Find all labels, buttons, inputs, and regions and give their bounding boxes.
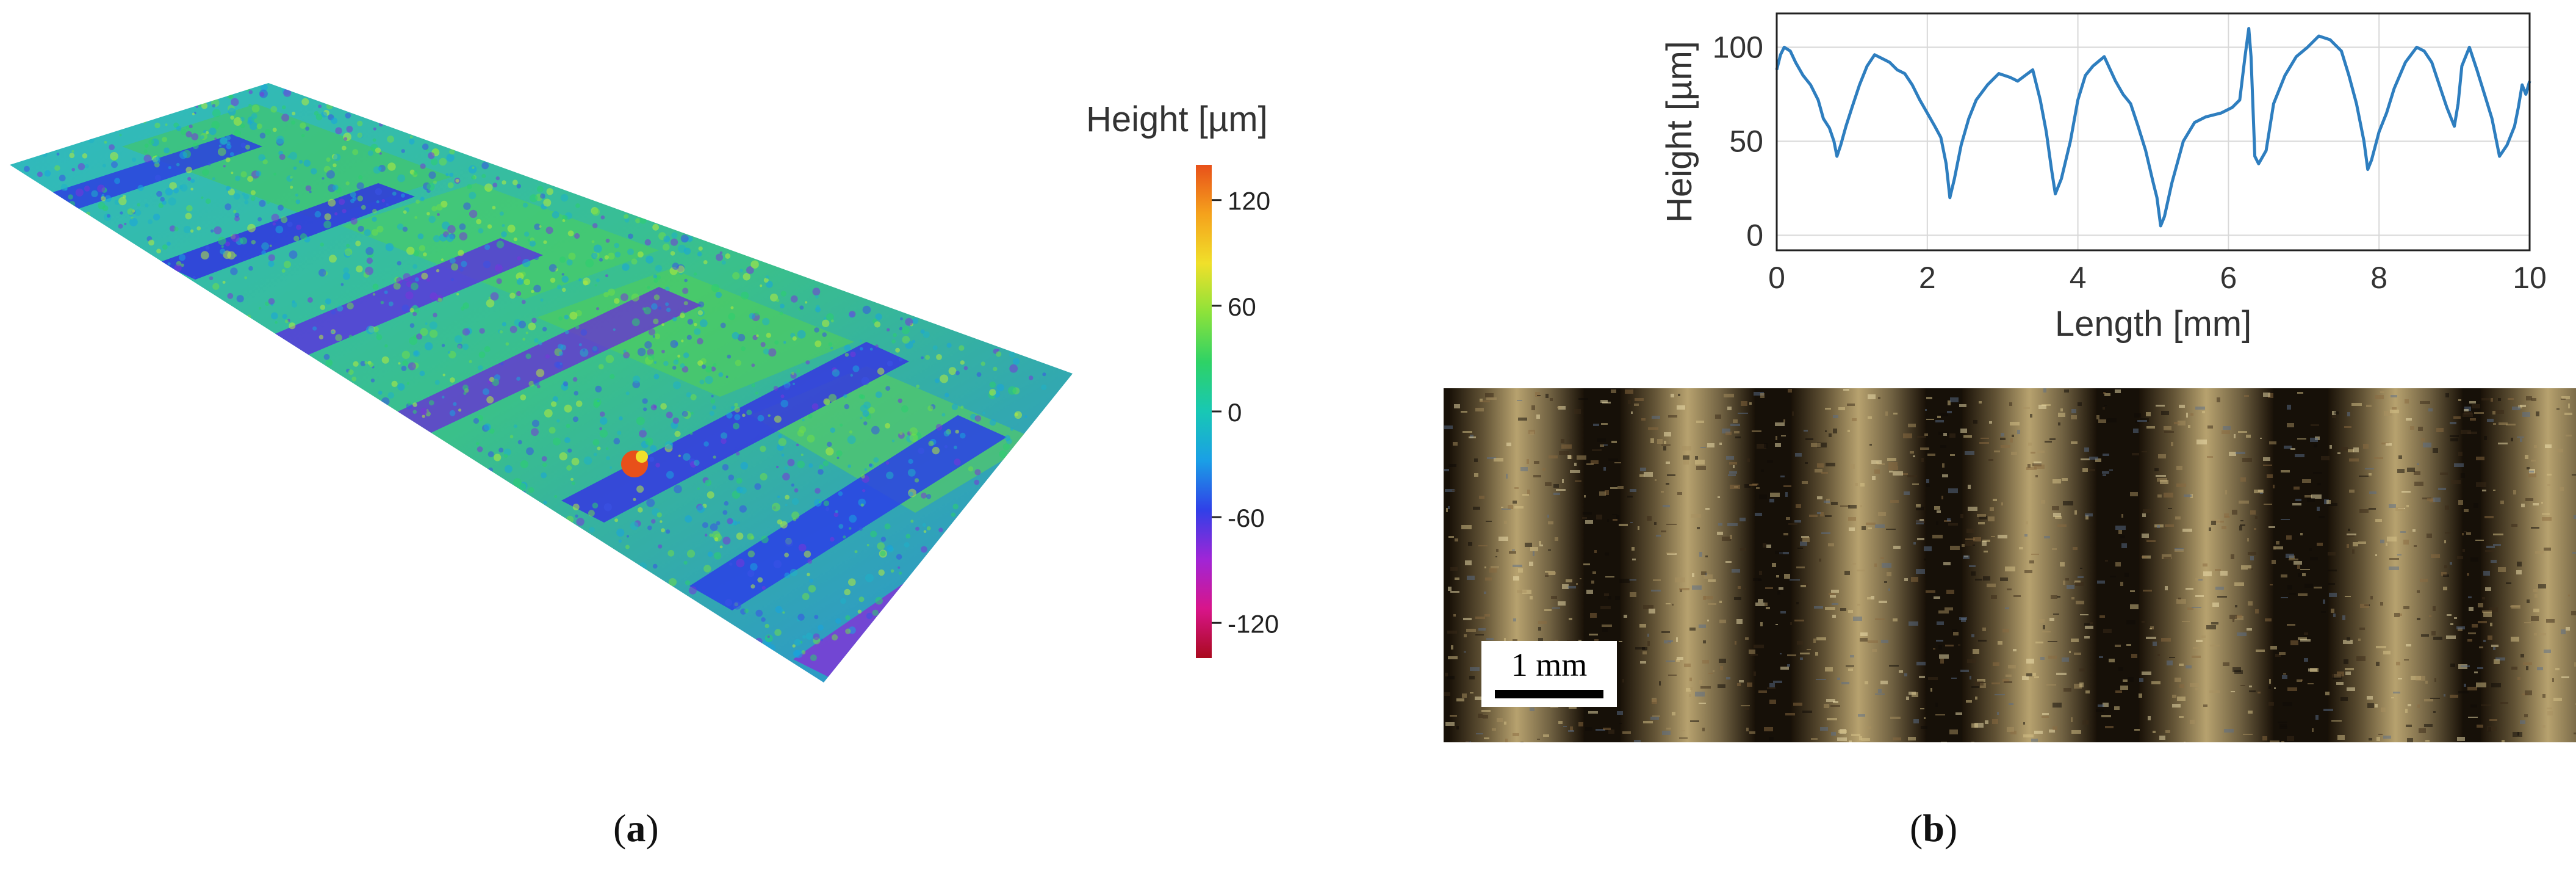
x-tick-label: 6 <box>2220 261 2237 295</box>
x-tick-label: 2 <box>1919 261 1936 295</box>
colorbar-ticks: 120 60 0 -60 -120 <box>1212 187 1279 638</box>
y-tick-label: 100 <box>1713 30 1763 64</box>
caption-a: (a) <box>613 806 659 850</box>
x-axis-label: Length [mm] <box>2055 304 2251 344</box>
plot-area-frame <box>1775 12 2531 252</box>
panel-a: Height [µm] 120 60 0 -60 -120 <box>10 83 1279 682</box>
colorbar-title: Height [µm] <box>1086 100 1268 139</box>
scale-bar-line <box>1495 690 1603 698</box>
colorbar <box>1196 165 1212 658</box>
colorbar-tick-label: 60 <box>1228 292 1256 321</box>
surface-3d-plot: Height [µm] 120 60 0 -60 -120 <box>10 83 1279 682</box>
x-tick-label: 4 <box>2070 261 2087 295</box>
colorbar-tick-label: 0 <box>1228 398 1242 427</box>
scale-bar-label: 1 mm <box>1511 646 1588 683</box>
micrograph-texture <box>1444 388 2576 742</box>
y-tick-label: 0 <box>1746 218 1763 252</box>
colorbar-tick-label: -120 <box>1228 609 1279 638</box>
scale-bar: 1 mm <box>1481 641 1617 707</box>
profile-line <box>1775 27 2531 228</box>
caption-b: (b) <box>1910 806 1958 850</box>
colorbar-tick-label: 120 <box>1228 187 1270 215</box>
colorbar-tick-label: -60 <box>1228 504 1265 532</box>
micrograph-bright-stripes <box>1450 388 2576 742</box>
y-axis-label: Height [µm] <box>1660 41 1699 223</box>
micrograph-image: 1 mm <box>1444 388 2576 742</box>
x-tick-label: 8 <box>2370 261 2387 295</box>
x-tick-label: 10 <box>2513 261 2547 295</box>
surface-speckles <box>23 84 1047 661</box>
y-tick-label: 50 <box>1729 124 1763 158</box>
x-tick-label: 0 <box>1768 261 1785 295</box>
